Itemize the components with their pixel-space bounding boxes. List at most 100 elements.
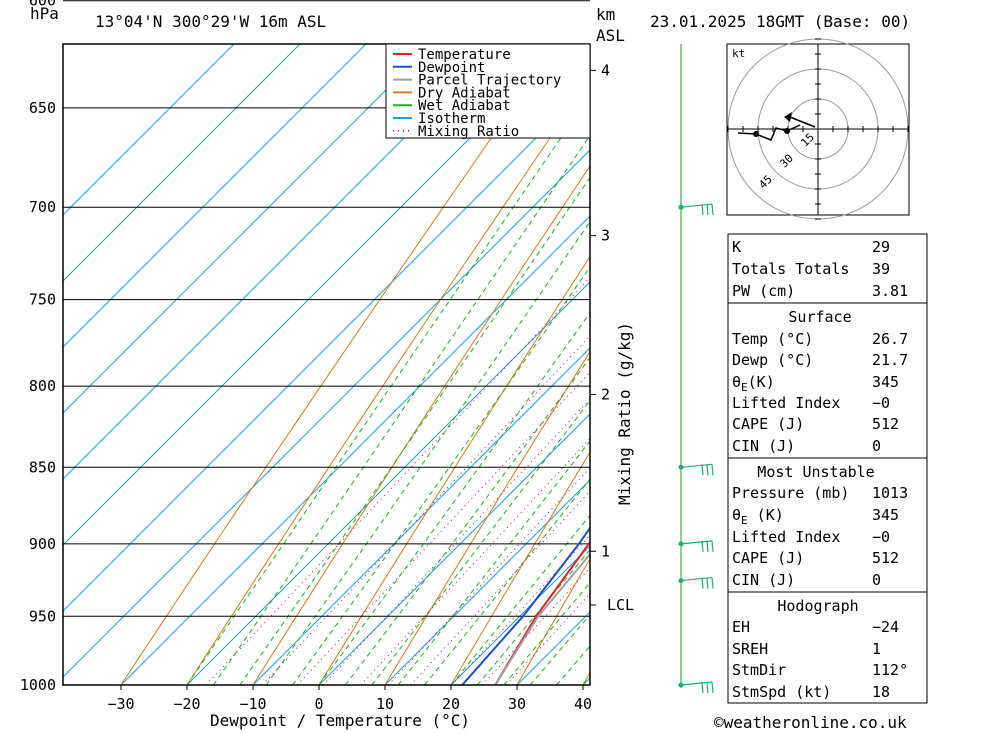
hpa-unit-label: hPa <box>30 4 59 23</box>
hodograph-unit: kt <box>732 47 745 60</box>
wind-barb-feather <box>701 577 704 589</box>
isotherm-line <box>120 215 590 685</box>
mu-cape-label: CAPE (J) <box>732 549 804 567</box>
dry-adiabat-line <box>384 350 590 685</box>
wind-barb-feather <box>711 540 714 552</box>
surface-li-label: Lifted Index <box>732 394 840 412</box>
dry-adiabat-line <box>979 0 1000 685</box>
surface-dewp-value: 21.7 <box>872 351 908 369</box>
wind-barb-feather <box>711 464 714 476</box>
pressure-tick-label: 900 <box>29 535 56 553</box>
wet-adiabat-line <box>239 176 590 685</box>
hodo-stmspd-value: 18 <box>872 683 890 701</box>
wind-barb <box>678 681 714 694</box>
mu-cin-value: 0 <box>872 571 881 589</box>
wind-barb-feather <box>701 681 704 694</box>
isotherm-line <box>63 44 565 546</box>
k-label: K <box>732 238 741 256</box>
wind-barb <box>678 540 714 552</box>
hodo-title: Hodograph <box>777 597 858 615</box>
wet-adiabat-line <box>212 134 590 685</box>
legend-label: Temperature <box>418 47 511 63</box>
km-tick-labels: 87654321LCL <box>590 61 634 614</box>
hodo-sreh-label: SREH <box>732 640 768 658</box>
tt-value: 39 <box>872 260 890 278</box>
wind-barb-feather <box>706 577 709 589</box>
km-tick-label: 1 <box>601 542 610 560</box>
wet-adiabat-line <box>397 440 590 685</box>
mu-cape-value: 512 <box>872 549 899 567</box>
x-axis-label: Dewpoint / Temperature (°C) <box>210 711 470 730</box>
temp-tick-label: 40 <box>574 695 592 713</box>
mu-pressure-label: Pressure (mb) <box>732 484 849 502</box>
surface-temp-label: Temp (°C) <box>732 330 813 348</box>
wind-barb-dot <box>678 541 684 547</box>
mu-theta-value: 345 <box>872 506 899 524</box>
hodograph-storm-arrow <box>784 112 792 122</box>
hodograph-point <box>753 131 759 137</box>
legend-label: Dry Adiabat <box>418 85 511 101</box>
temp-tick-label: −10 <box>239 695 266 713</box>
dry-adiabat-line <box>913 0 1000 685</box>
wet-adiabat-line <box>345 356 590 685</box>
asl-unit-label: ASL <box>596 26 625 45</box>
wind-barb-feather <box>701 464 704 476</box>
pressure-tick-label: 950 <box>29 607 56 625</box>
hodo-eh-label: EH <box>732 618 750 636</box>
dry-adiabat-line <box>450 451 590 685</box>
surface-cin-value: 0 <box>872 437 881 455</box>
wind-barb-feather <box>706 681 709 694</box>
surface-cape-label: CAPE (J) <box>732 415 804 433</box>
km-tick-label: 3 <box>601 227 610 245</box>
mixing-ratio-line <box>388 467 590 685</box>
isotherm-line <box>252 347 590 685</box>
copyright-text: ©weatheronline.co.uk <box>714 713 907 732</box>
surface-li-value: −0 <box>872 394 890 412</box>
datetime-label: 23.01.2025 18GMT (Base: 00) <box>650 12 910 31</box>
pressure-tick-label: 650 <box>29 99 56 117</box>
wind-barb <box>678 463 714 476</box>
hodograph-point <box>784 128 790 134</box>
hodo-stmspd-label: StmSpd (kt) <box>732 683 831 701</box>
pressure-tick-label: 800 <box>29 377 56 395</box>
legend-label: Dewpoint <box>418 60 485 76</box>
wind-barb-feather <box>701 540 704 552</box>
temp-tick-label: −30 <box>107 695 134 713</box>
wind-barb-feather <box>711 204 714 216</box>
km-tick-label: 4 <box>601 61 610 79</box>
wind-barb-dot <box>678 682 684 688</box>
pw-label: PW (cm) <box>732 282 795 300</box>
isotherm-line <box>63 83 590 612</box>
surface-theta-label: θE(K) <box>732 373 775 394</box>
wet-adiabat-line <box>186 94 590 685</box>
mu-li-value: −0 <box>872 528 890 546</box>
pressure-tick-label: 600 <box>29 0 56 10</box>
mixing-ratio-line <box>360 437 590 685</box>
hodo-sreh-value: 1 <box>872 640 881 658</box>
dry-adiabat-line <box>318 255 590 685</box>
temp-tick-label: 0 <box>314 695 323 713</box>
wind-barb <box>678 576 714 589</box>
wind-barb-feather <box>711 681 714 694</box>
wind-barb <box>678 203 714 216</box>
mu-theta-label: θE (K) <box>732 506 784 527</box>
km-tick-label: LCL <box>607 596 634 614</box>
dry-adiabat-line <box>252 165 590 685</box>
legend-label: Isotherm <box>418 111 485 127</box>
surface-dewp-label: Dewp (°C) <box>732 351 813 369</box>
pressure-tick-label: 1000 <box>20 676 56 694</box>
hodo-eh-value: −24 <box>872 618 899 636</box>
wind-barb-dot <box>678 464 684 470</box>
temp-tick-label: 10 <box>376 695 394 713</box>
wind-barb-dot <box>678 578 684 584</box>
temp-tick-label: 20 <box>442 695 460 713</box>
surface-cape-value: 512 <box>872 415 899 433</box>
wind-barb-feather <box>711 577 714 589</box>
wind-barb-feather <box>701 204 704 216</box>
mu-pressure-value: 1013 <box>872 484 908 502</box>
km-tick-label: 2 <box>601 385 610 403</box>
legend-label: Wet Adiabat <box>418 98 511 114</box>
